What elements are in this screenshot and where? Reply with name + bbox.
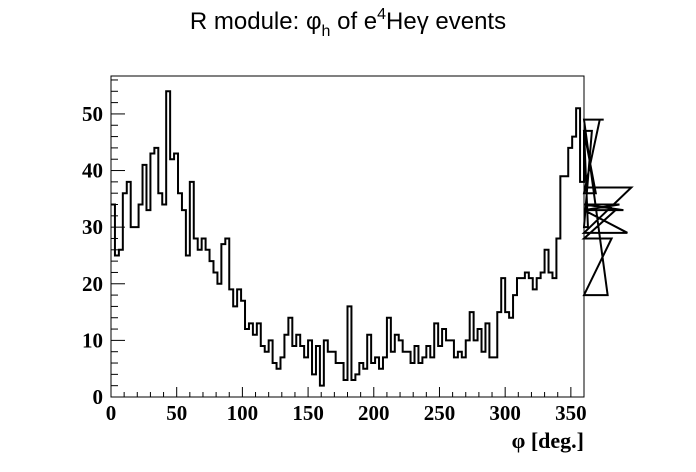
x-axis-title: φ [deg.] (512, 428, 584, 453)
y-tick-label: 40 (82, 159, 103, 183)
title-phi-subscript: h (322, 23, 331, 40)
x-tick-label: 300 (489, 401, 521, 425)
x-tick-label: 100 (227, 401, 259, 425)
chart-title: R module: φh of e4Heγ events (190, 6, 506, 40)
title-main: R module: (190, 8, 306, 35)
title-of: of e (330, 8, 377, 35)
title-phi: φ (306, 8, 322, 35)
x-tick-label: 250 (424, 401, 456, 425)
x-tick-label: 350 (555, 401, 587, 425)
title-superscript: 4 (377, 6, 386, 23)
title-rest: Heγ events (386, 8, 506, 35)
x-tick-label: 0 (106, 401, 117, 425)
y-tick-label: 30 (82, 215, 103, 239)
x-tick-label: 150 (292, 401, 324, 425)
plot-area: 0 50 100 150 200 250 300 350 0 10 20 30 40 50 (82, 75, 634, 425)
histogram-series (111, 90, 634, 387)
x-tick-label: 200 (358, 401, 390, 425)
y-tick-label: 50 (82, 102, 103, 126)
y-tick-label: 20 (82, 272, 103, 296)
y-tick-label: 10 (82, 328, 103, 352)
x-tick-label: 50 (166, 401, 187, 425)
y-tick-label: 0 (93, 385, 104, 409)
